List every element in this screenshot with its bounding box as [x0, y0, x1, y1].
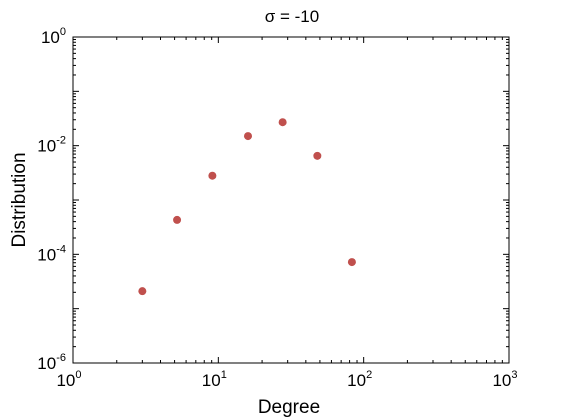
- chart-title: σ = -10: [265, 7, 319, 26]
- y-axis-label: Distribution: [9, 152, 30, 247]
- data-point: [313, 151, 322, 160]
- y-tick-label: 100: [41, 26, 66, 47]
- data-point: [347, 258, 356, 267]
- x-axis-label: Degree: [258, 397, 320, 418]
- major-tick-marks: [72, 36, 510, 364]
- y-tick-label: 10-6: [37, 352, 66, 373]
- data-points: [138, 118, 356, 296]
- plot-area-frame: [72, 36, 510, 364]
- x-axis-tick-labels: 100 101 102 103: [56, 369, 517, 390]
- x-tick-label: 101: [202, 369, 227, 390]
- y-tick-label: 10-4: [37, 243, 66, 264]
- data-point: [243, 132, 252, 141]
- minor-tick-marks: [73, 37, 509, 363]
- x-tick-label: 100: [56, 369, 81, 390]
- data-point: [138, 287, 147, 296]
- x-tick-label: 102: [347, 369, 372, 390]
- data-point: [278, 118, 287, 127]
- data-point: [208, 171, 217, 180]
- data-point: [173, 215, 182, 224]
- y-axis-tick-labels: 100 10-2 10-4 10-6: [37, 26, 66, 373]
- x-tick-label: 103: [492, 369, 517, 390]
- y-tick-label: 10-2: [37, 135, 66, 156]
